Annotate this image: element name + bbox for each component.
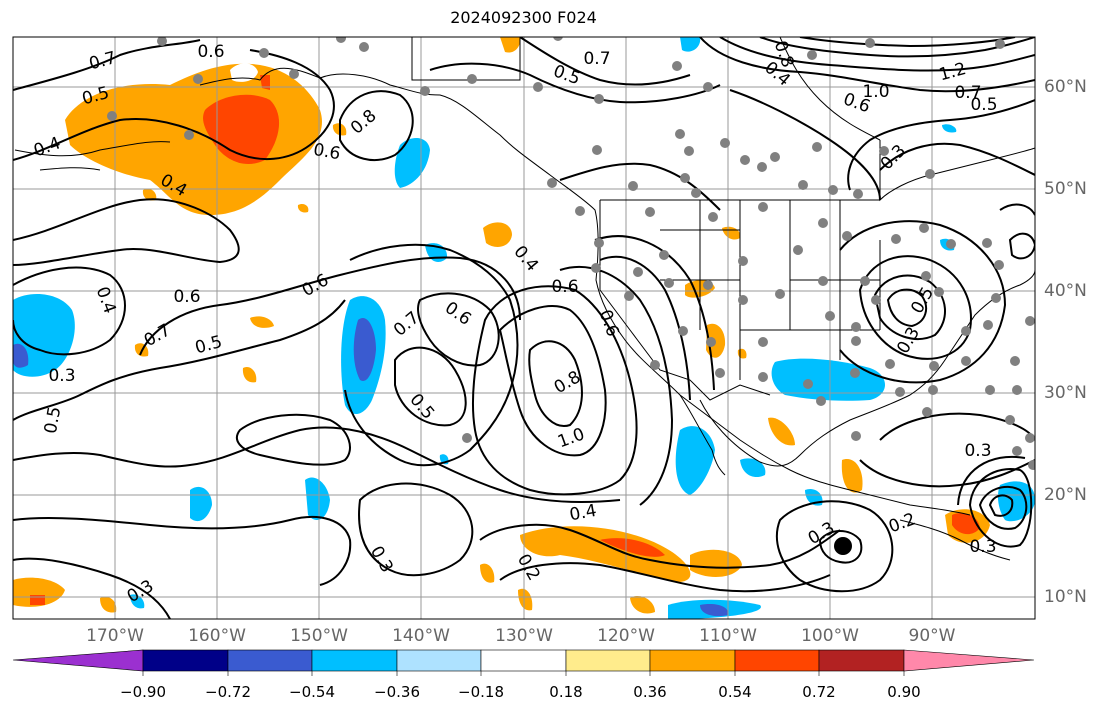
contour-label: 0.5 — [970, 95, 997, 115]
colorbar-swatch — [227, 649, 313, 672]
lon-label-110w: 110°W — [699, 626, 757, 646]
contour-label: 0.6 — [441, 298, 475, 330]
station-markers — [107, 37, 1035, 470]
lat-label-20n: 20°N — [1044, 485, 1087, 505]
colorbar-extend-low — [12, 649, 144, 672]
contour-label: 0.5 — [907, 284, 938, 317]
colorbar-swatch — [565, 649, 651, 672]
lat-label-60n: 60°N — [1044, 77, 1087, 97]
contour-label: 0.4 — [509, 242, 542, 276]
lat-label-50n: 50°N — [1044, 179, 1087, 199]
colorbar-tick-label: 0.36 — [633, 683, 667, 701]
lon-label-100w: 100°W — [801, 626, 859, 646]
contour-lines — [13, 37, 1035, 619]
positive-anomaly-regions — [13, 37, 990, 614]
colorbar-swatch — [311, 649, 398, 672]
contour-label: 0.3 — [805, 518, 838, 549]
contour-label: 0.6 — [312, 140, 342, 164]
colorbar-tick-label: 0.54 — [718, 683, 752, 701]
lat-label-30n: 30°N — [1044, 383, 1087, 403]
contour-label: 0.8 — [347, 106, 381, 139]
lat-label-40n: 40°N — [1044, 281, 1087, 301]
contour-label: 0.7 — [583, 49, 610, 69]
colorbar-tick-label: 0.18 — [549, 683, 583, 701]
map-title: 2024092300 F024 — [450, 8, 597, 27]
lon-label-150w: 150°W — [290, 626, 348, 646]
lon-label-170w: 170°W — [86, 626, 144, 646]
contour-label: 0.3 — [124, 576, 157, 607]
contour-label: 0.3 — [964, 441, 991, 461]
colorbar-swatch — [480, 649, 567, 672]
colorbar-tick-label: −0.36 — [374, 683, 420, 701]
colorbar-swatch — [142, 649, 229, 672]
contour-label: 1.0 — [862, 82, 889, 102]
contour-label: 0.3 — [969, 537, 996, 557]
colorbar-swatch — [818, 649, 905, 672]
contour-label: 0.6 — [595, 307, 623, 339]
colorbar-tick-label: 0.90 — [887, 683, 921, 701]
graticule — [13, 37, 1035, 619]
contour-label: 0.2 — [513, 551, 544, 584]
lon-label-140w: 140°W — [392, 626, 450, 646]
contour-label: 0.6 — [173, 287, 200, 307]
contour-label: 0.5 — [551, 61, 583, 89]
storm-center-marker — [834, 537, 852, 555]
contour-label: 0.4 — [92, 284, 120, 316]
contour-label: 0.5 — [405, 390, 438, 424]
lon-label-90w: 90°W — [908, 626, 956, 646]
contour-label: 0.7 — [87, 48, 118, 74]
colorbar-swatch — [734, 649, 820, 672]
colorbar-swatch — [649, 649, 736, 672]
colorbar — [12, 649, 1035, 676]
lat-label-10n: 10°N — [1044, 587, 1087, 607]
contour-label: 0.6 — [551, 277, 578, 297]
contour-label: 0.5 — [41, 405, 65, 435]
colorbar-tick-label: −0.72 — [205, 683, 251, 701]
contour-label: 0.4 — [568, 501, 598, 525]
colorbar-swatch — [396, 649, 482, 672]
contour-label: 0.6 — [197, 42, 224, 62]
colorbar-tick-label: 0.72 — [802, 683, 836, 701]
contour-label: 1.2 — [937, 59, 968, 85]
contour-label: 0.4 — [31, 133, 63, 161]
lon-label-130w: 130°W — [495, 626, 553, 646]
colorbar-tick-label: −0.90 — [120, 683, 166, 701]
contour-label: 0.3 — [48, 366, 75, 386]
map-frame — [12, 36, 1036, 620]
contour-label: 0.7 — [954, 83, 981, 103]
lon-label-120w: 120°W — [597, 626, 655, 646]
colorbar-tick-label: −0.54 — [289, 683, 335, 701]
colorbar-extend-high — [903, 649, 1035, 672]
contour-label: 0.6 — [299, 270, 332, 301]
colorbar-tick-label: −0.18 — [458, 683, 504, 701]
contour-label: 1.0 — [555, 424, 587, 452]
contour-label: 0.5 — [193, 332, 224, 358]
contour-label: 0.2 — [886, 509, 918, 537]
lon-label-160w: 160°W — [188, 626, 246, 646]
